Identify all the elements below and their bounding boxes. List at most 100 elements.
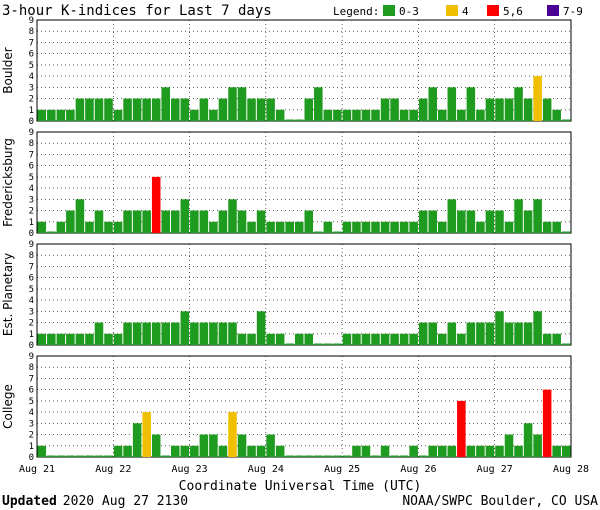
- y-tick-label: 5: [29, 173, 34, 183]
- bar: [552, 109, 561, 121]
- bar: [371, 455, 380, 457]
- y-tick-label: 2: [29, 319, 34, 329]
- bar: [171, 445, 180, 457]
- y-tick-label: 5: [29, 285, 34, 295]
- bar: [199, 434, 209, 457]
- bar: [438, 109, 447, 121]
- bar: [504, 434, 514, 457]
- bar: [180, 98, 190, 121]
- bar: [495, 311, 504, 345]
- bar: [218, 322, 228, 345]
- bar: [190, 210, 199, 233]
- bar: [275, 445, 285, 457]
- bar: [523, 423, 533, 457]
- y-tick-label: 8: [29, 251, 34, 261]
- bar: [228, 87, 237, 121]
- bar: [476, 445, 485, 457]
- bar: [514, 322, 523, 345]
- bar: [190, 445, 199, 457]
- bar: [151, 98, 161, 121]
- x-axis: Aug 21 Aug 22 Aug 23 Aug 24 Aug 25 Aug 26 Aug …: [19, 464, 589, 475]
- bar: [361, 109, 371, 121]
- bar: [247, 445, 256, 457]
- bar: [418, 98, 428, 121]
- y-tick-label: 6: [29, 50, 34, 60]
- bar: [180, 311, 190, 345]
- bar: [294, 333, 304, 345]
- bar: [218, 445, 228, 457]
- bar: [256, 98, 266, 121]
- bar: [132, 210, 142, 233]
- chart-title: 3-hour K-indices for Last 7 days: [2, 3, 272, 19]
- bar: [314, 455, 323, 457]
- y-tick-label: 8: [29, 27, 34, 37]
- bar: [113, 221, 123, 233]
- bar: [476, 322, 485, 345]
- y-tick-label: 0: [29, 117, 34, 127]
- panel-label: Boulder: [1, 47, 15, 94]
- bar: [485, 210, 495, 233]
- bar: [37, 221, 47, 233]
- bar: [266, 221, 275, 233]
- bar: [390, 455, 399, 457]
- bar: [142, 412, 151, 457]
- bar: [256, 311, 266, 345]
- bar: [447, 199, 457, 233]
- bar: [209, 322, 218, 345]
- bar: [171, 98, 180, 121]
- bar: [285, 119, 294, 121]
- bar: [171, 322, 180, 345]
- panel-frame: [36, 355, 572, 458]
- bar: [161, 87, 170, 121]
- bar: [94, 455, 104, 457]
- y-tick-label: 7: [29, 262, 34, 272]
- y-tick-label: 7: [29, 150, 34, 160]
- bar: [552, 221, 561, 233]
- bar: [190, 109, 199, 121]
- bar: [399, 109, 409, 121]
- bar: [237, 210, 247, 233]
- legend-swatch-2: [487, 5, 499, 16]
- bar: [75, 98, 85, 121]
- bar: [314, 231, 323, 233]
- bar: [94, 98, 104, 121]
- bar: [104, 333, 113, 345]
- bar: [37, 445, 47, 457]
- bar: [552, 333, 561, 345]
- x-tick-label: Aug 21: [19, 464, 55, 475]
- bar: [161, 210, 170, 233]
- bar: [113, 109, 123, 121]
- bar: [47, 333, 56, 345]
- bar: [266, 434, 275, 457]
- y-tick-label: 6: [29, 162, 34, 172]
- bar: [457, 400, 466, 457]
- bar: [66, 455, 75, 457]
- bar: [371, 333, 380, 345]
- bar: [304, 210, 314, 233]
- legend-swatch-1: [446, 5, 458, 16]
- bar: [228, 199, 237, 233]
- bar: [151, 322, 161, 345]
- bar: [56, 333, 66, 345]
- bar: [85, 333, 94, 345]
- bar: [504, 322, 514, 345]
- bar: [285, 455, 294, 457]
- bar: [228, 412, 237, 457]
- bar: [380, 445, 390, 457]
- bar: [47, 109, 56, 121]
- bar: [371, 109, 380, 121]
- bar: [294, 119, 304, 121]
- bar: [104, 221, 113, 233]
- bar: [390, 333, 399, 345]
- y-tick-label: 2: [29, 207, 34, 217]
- bar: [199, 322, 209, 345]
- y-tick-label: 7: [29, 374, 34, 384]
- bar: [380, 333, 390, 345]
- bar: [161, 455, 170, 457]
- bar: [247, 333, 256, 345]
- bar: [209, 109, 218, 121]
- y-tick-label: 4: [29, 408, 34, 418]
- bar: [218, 210, 228, 233]
- bar: [418, 322, 428, 345]
- y-tick-label: 1: [29, 330, 34, 340]
